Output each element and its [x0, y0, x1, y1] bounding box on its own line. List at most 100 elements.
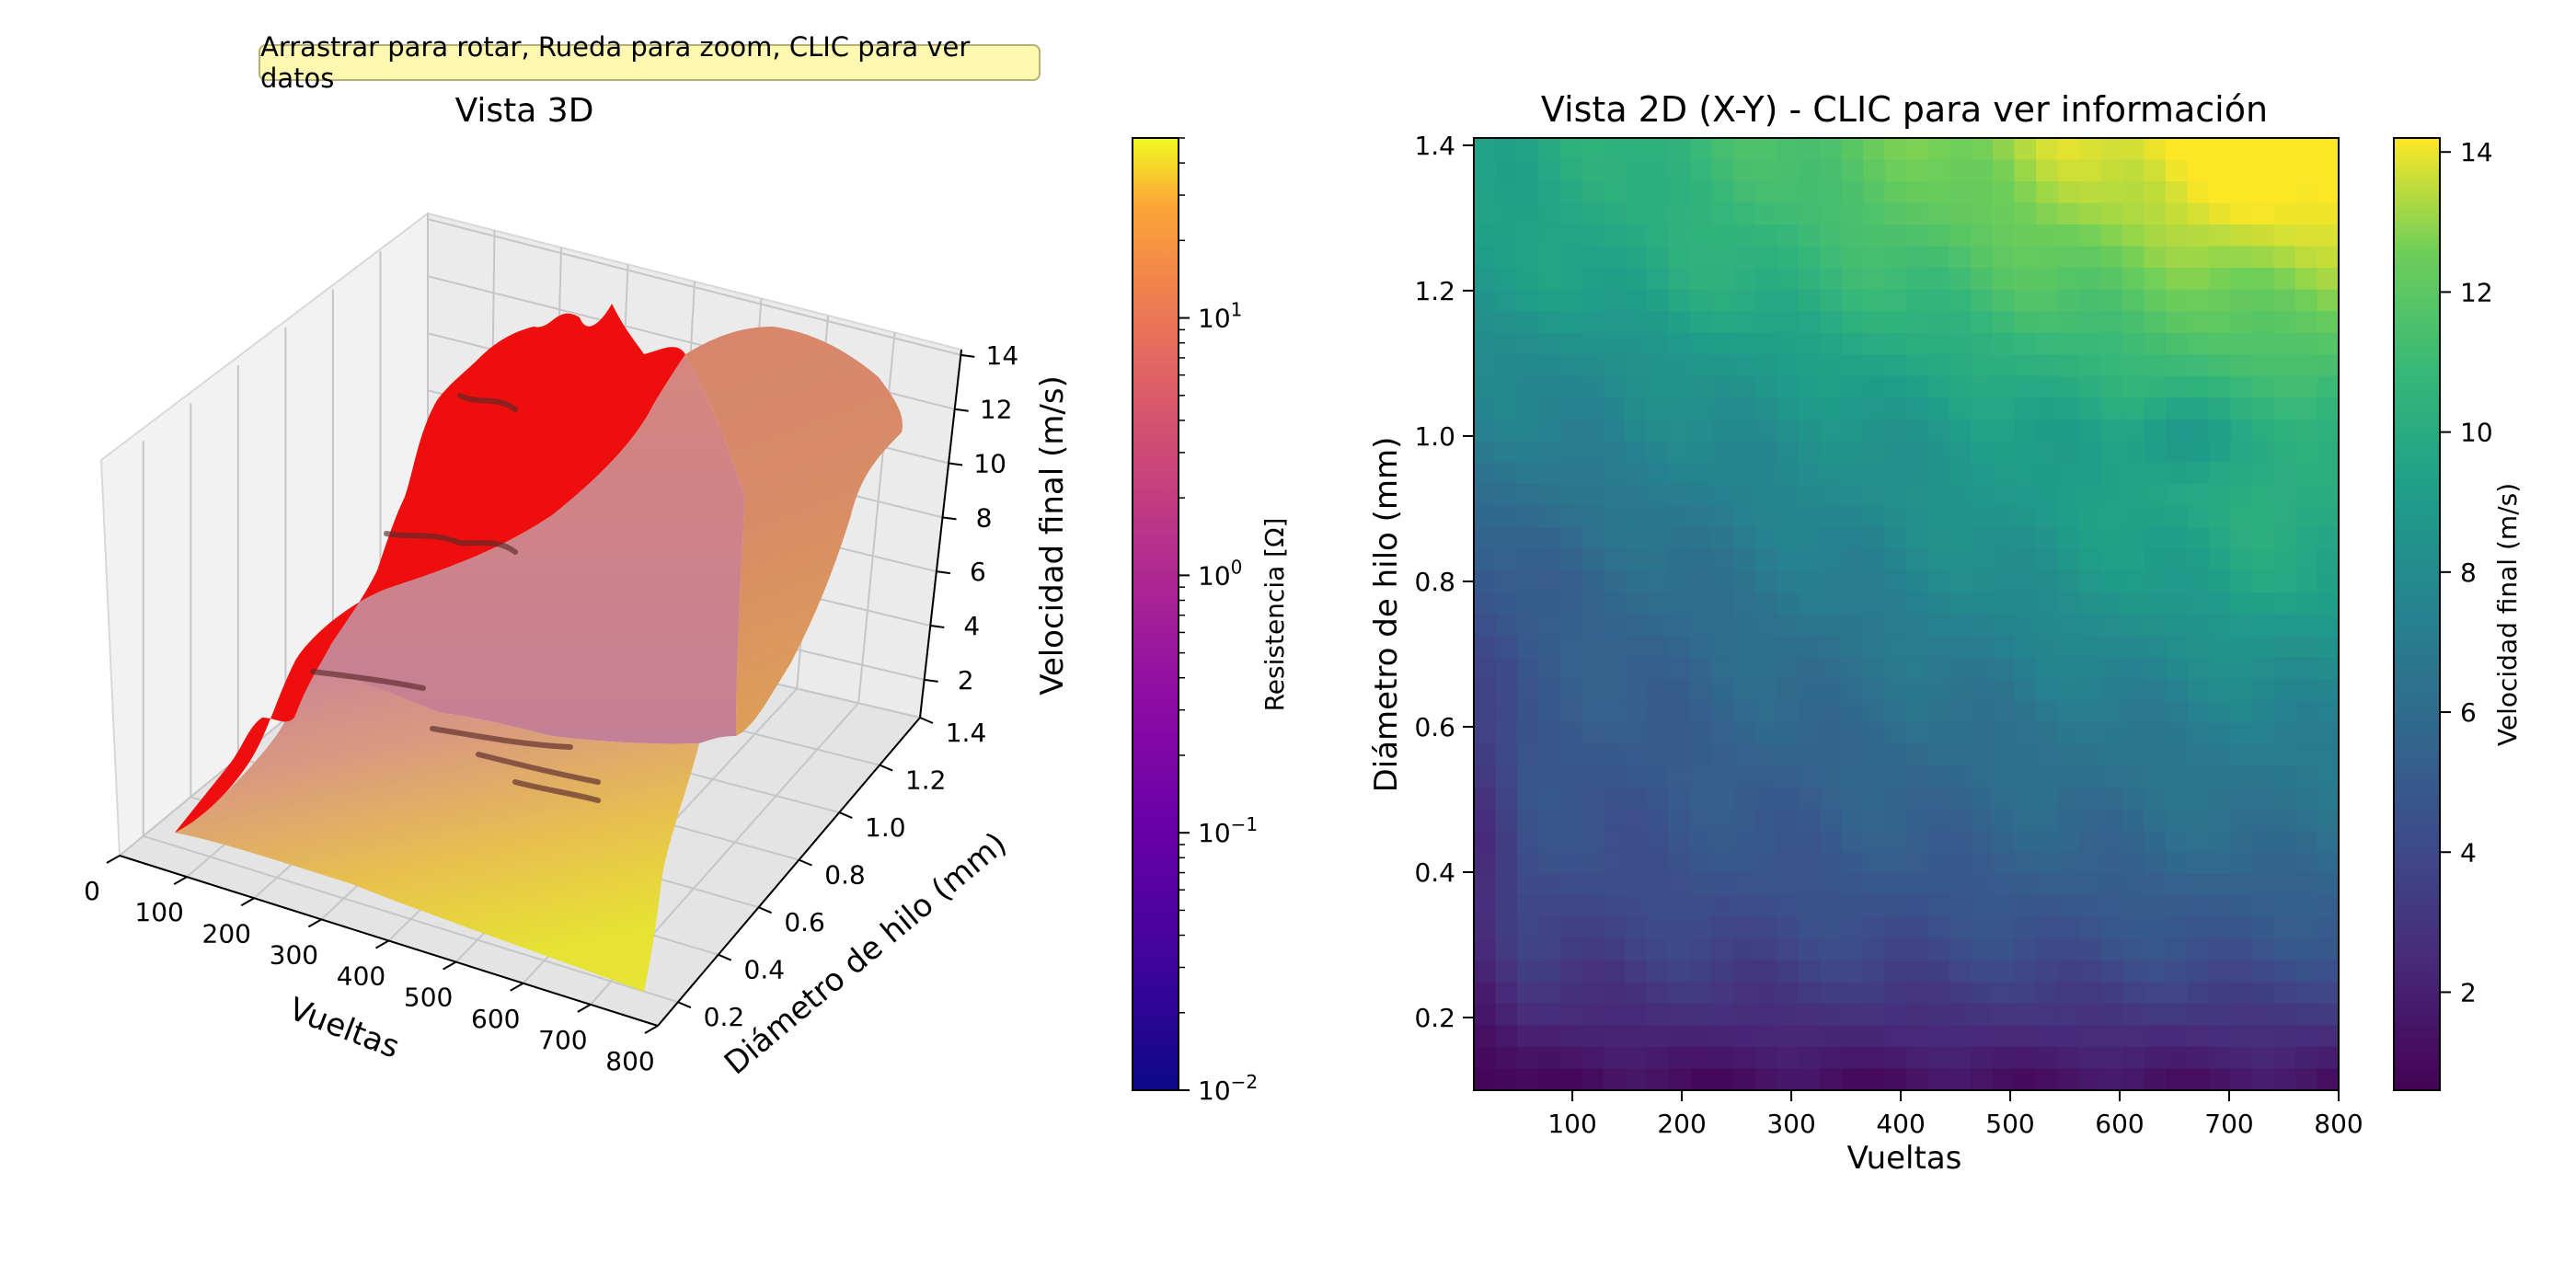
heatmap-cell	[1820, 159, 1843, 182]
heatmap-cell	[2122, 679, 2145, 702]
heatmap-cell	[1711, 419, 1734, 442]
heatmap-cell	[2100, 484, 2123, 507]
heatmap-cell	[1647, 938, 1670, 961]
heatmap-cell	[1474, 679, 1497, 702]
heatmap-cell	[1474, 289, 1497, 312]
heatmap-cell	[1777, 765, 1800, 788]
heatmap-cell	[1927, 462, 1950, 485]
heatmap-x-tick-label: 800	[2314, 1109, 2363, 1139]
heatmap-cell	[2209, 982, 2232, 1005]
heatmap-cell	[1625, 462, 1648, 485]
heatmap-cell	[1971, 679, 1994, 702]
heatmap-cell	[2100, 159, 2123, 182]
heatmap-cell	[1625, 722, 1648, 745]
heatmap-cell	[1754, 570, 1777, 593]
heatmap-cell	[2317, 181, 2340, 204]
heatmap-cell	[2317, 657, 2340, 680]
heatmap-cell	[1733, 960, 1756, 983]
heatmap-cell	[1647, 441, 1670, 464]
heatmap-cell	[1754, 657, 1777, 680]
z3d-tick-label: 14	[986, 340, 1019, 371]
heatmap-cell	[1841, 636, 1864, 659]
z3d-tick-label: 6	[970, 557, 986, 587]
heatmap-cell	[1538, 657, 1561, 680]
heatmap-cell	[1538, 1025, 1561, 1048]
z3d-axis-line	[919, 349, 962, 719]
heatmap-cell	[2079, 1046, 2102, 1070]
heatmap-cell	[2036, 484, 2059, 507]
heatmap-cell	[2295, 679, 2318, 702]
heatmap-panel[interactable]: Vista 2D (X-Y) - CLIC para ver informaci…	[1368, 89, 2523, 1177]
heatmap-cell	[1668, 311, 1691, 334]
heatmap-cell	[1604, 852, 1627, 875]
heatmap-cell	[2187, 636, 2210, 659]
heatmap-cell	[1647, 224, 1670, 247]
heatmap-cell	[2079, 527, 2102, 550]
heatmap-cell	[1927, 159, 1950, 182]
heatmap-cell	[2187, 700, 2210, 723]
heatmap-cell	[1538, 181, 1561, 204]
heatmap-cell	[1474, 916, 1497, 939]
heatmap-cell	[2144, 938, 2167, 961]
heatmap-cell	[2317, 311, 2340, 334]
heatmap-cell	[1971, 462, 1994, 485]
heatmap-cell	[1884, 722, 1907, 745]
heatmap-cell	[1906, 484, 1929, 507]
heatmap-cell	[2100, 397, 2123, 420]
heatmap-cell	[2252, 354, 2275, 377]
heatmap-cell	[1668, 181, 1691, 204]
heatmap-cell	[1668, 765, 1691, 788]
heatmap-cell	[2014, 982, 2037, 1005]
heatmap-cell	[2100, 852, 2123, 875]
heatmap-cell	[2144, 397, 2167, 420]
heatmap-cell	[1884, 138, 1907, 161]
heatmap-cell	[1711, 202, 1734, 225]
heatmap-cell	[2230, 938, 2253, 961]
heatmap-cell	[2273, 636, 2296, 659]
heatmap-cell	[2230, 1046, 2253, 1070]
heatmap-cell	[1949, 548, 1972, 572]
heatmap-cell	[1690, 1046, 1713, 1070]
heatmap-cell	[2036, 202, 2059, 225]
heatmap-cell	[2273, 138, 2296, 161]
heatmap-cell	[2079, 375, 2102, 398]
heatmap-cell	[2057, 289, 2080, 312]
heatmap-cell	[2014, 332, 2037, 355]
heatmap-cell	[1474, 397, 1497, 420]
x3d-tick	[443, 960, 457, 971]
heatmap-cell	[2036, 505, 2059, 529]
x3d-tick-label: 300	[270, 939, 318, 970]
heatmap-cell	[1647, 1068, 1670, 1091]
heatmap-cell	[2122, 138, 2145, 161]
heatmap-cell	[1474, 202, 1497, 225]
heatmap-cell	[1604, 614, 1627, 637]
heatmap-cell	[1927, 743, 1950, 766]
heatmap-cell	[1863, 397, 1886, 420]
heatmap-cell	[1754, 873, 1777, 896]
heatmap-cell	[1711, 982, 1734, 1005]
heatmap-cell	[2166, 548, 2189, 572]
heatmap-cell	[2209, 224, 2232, 247]
z3d-tick	[924, 678, 938, 683]
heatmap-cell	[2273, 202, 2296, 225]
heatmap-cell	[2273, 159, 2296, 182]
heatmap-cell	[2014, 202, 2037, 225]
heatmap-cell	[2209, 1003, 2232, 1027]
heatmap-cell	[2079, 809, 2102, 832]
heatmap-cell	[2057, 1068, 2080, 1091]
heatmap-cell	[1993, 1003, 2016, 1027]
heatmap-image[interactable]	[1474, 138, 2340, 1091]
heatmap-cell	[1495, 765, 1518, 788]
heatmap-cell	[1754, 397, 1777, 420]
heatmap-cell	[1733, 916, 1756, 939]
heatmap-cell	[2036, 375, 2059, 398]
heatmap-cell	[1538, 938, 1561, 961]
surface3d-panel[interactable]: Vista 3D 01002003004005006007008000.20.4…	[84, 92, 1290, 1106]
heatmap-cell	[1581, 916, 1604, 939]
heatmap-cell	[1517, 722, 1540, 745]
heatmap-x-tick-label: 700	[2204, 1109, 2253, 1139]
heatmap-cell	[2166, 354, 2189, 377]
heatmap-cell	[1604, 548, 1627, 572]
heatmap-cell	[1604, 138, 1627, 161]
